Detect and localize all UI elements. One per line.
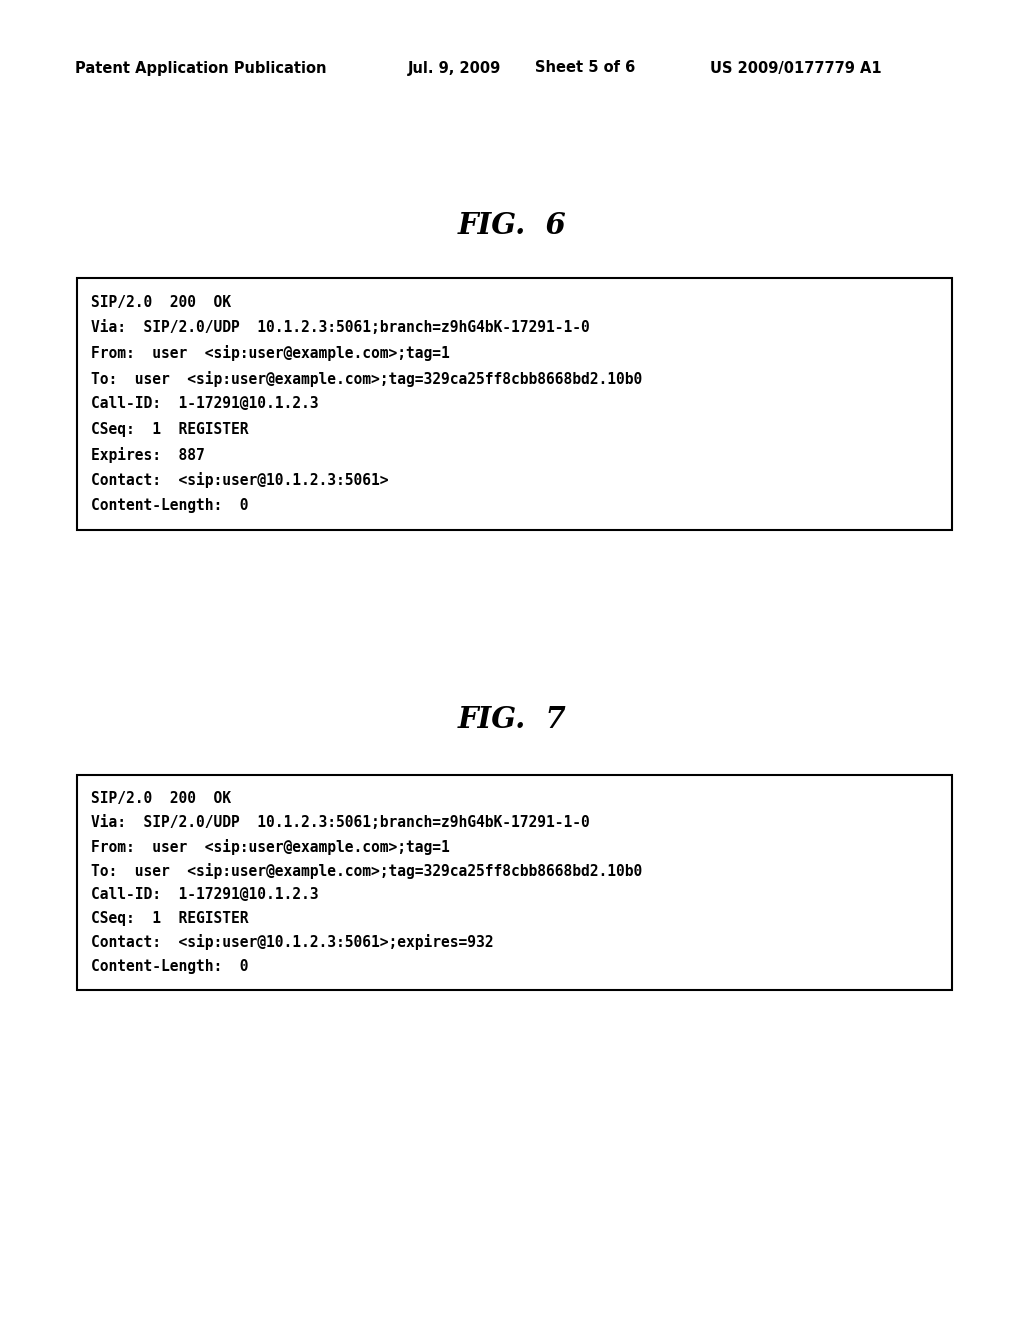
Text: Content-Length:  0: Content-Length: 0 bbox=[91, 498, 248, 513]
Text: FIG.  6: FIG. 6 bbox=[458, 210, 566, 239]
Text: FIG.  7: FIG. 7 bbox=[458, 705, 566, 734]
Text: Call-ID:  1-17291@10.1.2.3: Call-ID: 1-17291@10.1.2.3 bbox=[91, 887, 318, 902]
Bar bbox=[77, 279, 952, 531]
Text: From:  user  <sip:user@example.com>;tag=1: From: user <sip:user@example.com>;tag=1 bbox=[91, 838, 450, 854]
Bar bbox=[77, 775, 952, 990]
Text: Contact:  <sip:user@10.1.2.3:5061>: Contact: <sip:user@10.1.2.3:5061> bbox=[91, 473, 388, 488]
Text: To:  user  <sip:user@example.com>;tag=329ca25ff8cbb8668bd2.10b0: To: user <sip:user@example.com>;tag=329c… bbox=[91, 862, 642, 879]
Text: From:  user  <sip:user@example.com>;tag=1: From: user <sip:user@example.com>;tag=1 bbox=[91, 346, 450, 362]
Text: Patent Application Publication: Patent Application Publication bbox=[75, 61, 327, 75]
Text: Via:  SIP/2.0/UDP  10.1.2.3:5061;branch=z9hG4bK-17291-1-0: Via: SIP/2.0/UDP 10.1.2.3:5061;branch=z9… bbox=[91, 321, 590, 335]
Text: Sheet 5 of 6: Sheet 5 of 6 bbox=[535, 61, 635, 75]
Text: Via:  SIP/2.0/UDP  10.1.2.3:5061;branch=z9hG4bK-17291-1-0: Via: SIP/2.0/UDP 10.1.2.3:5061;branch=z9… bbox=[91, 816, 590, 830]
Text: US 2009/0177779 A1: US 2009/0177779 A1 bbox=[710, 61, 882, 75]
Text: To:  user  <sip:user@example.com>;tag=329ca25ff8cbb8668bd2.10b0: To: user <sip:user@example.com>;tag=329c… bbox=[91, 371, 642, 387]
Text: Jul. 9, 2009: Jul. 9, 2009 bbox=[408, 61, 502, 75]
Text: CSeq:  1  REGISTER: CSeq: 1 REGISTER bbox=[91, 422, 248, 437]
Text: Contact:  <sip:user@10.1.2.3:5061>;expires=932: Contact: <sip:user@10.1.2.3:5061>;expire… bbox=[91, 935, 494, 950]
Text: Call-ID:  1-17291@10.1.2.3: Call-ID: 1-17291@10.1.2.3 bbox=[91, 396, 318, 412]
Text: Content-Length:  0: Content-Length: 0 bbox=[91, 958, 248, 974]
Text: SIP/2.0  200  OK: SIP/2.0 200 OK bbox=[91, 792, 230, 807]
Text: CSeq:  1  REGISTER: CSeq: 1 REGISTER bbox=[91, 911, 248, 925]
Text: SIP/2.0  200  OK: SIP/2.0 200 OK bbox=[91, 296, 230, 310]
Text: Expires:  887: Expires: 887 bbox=[91, 446, 205, 463]
